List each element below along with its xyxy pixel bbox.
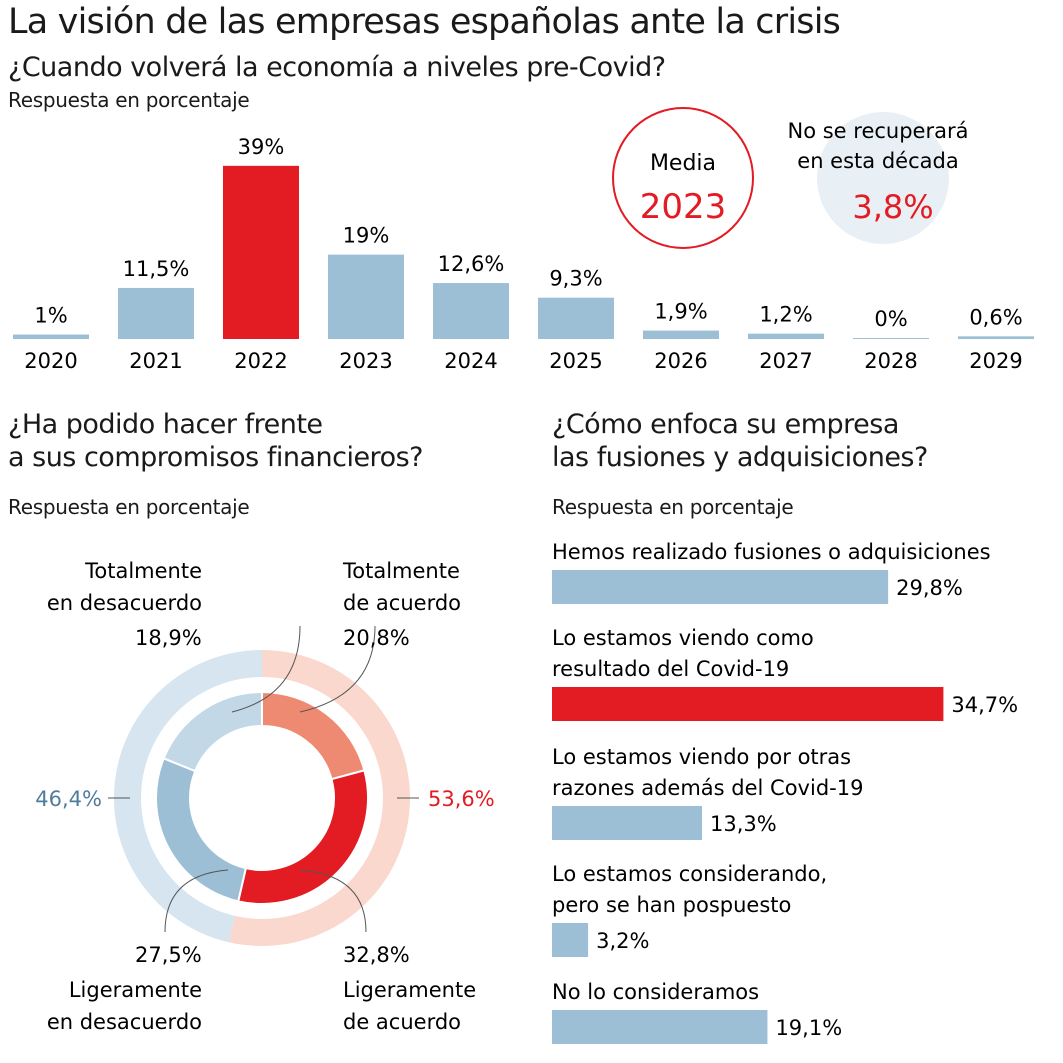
item-label-1: Lo estamos viendo como: [552, 626, 814, 650]
bar-value-label: 11,5%: [123, 257, 190, 281]
x-tick-label: 2020: [24, 349, 77, 373]
hbar: [552, 1010, 768, 1044]
bar-2028: [853, 338, 929, 339]
media-value: 2023: [640, 187, 727, 227]
bar-value-label: 12,6%: [438, 252, 505, 276]
x-tick-label: 2029: [969, 349, 1022, 373]
x-tick-label: 2028: [864, 349, 917, 373]
item-label-2: pero se han pospuesto: [552, 893, 791, 917]
year-bar-chart: Media 2023 No se recuperará en esta déca…: [13, 107, 1034, 373]
total-agree-label: 53,6%: [428, 787, 495, 811]
hbar: [552, 687, 944, 721]
leader-line: [231, 625, 301, 713]
page-title: La visión de las empresas españolas ante…: [8, 2, 841, 42]
chart3-subtitle: Respuesta en porcentaje: [552, 495, 794, 519]
x-tick-label: 2022: [234, 349, 287, 373]
slice-value-label: 27,5%: [135, 943, 202, 967]
hbar: [552, 570, 889, 604]
x-tick-label: 2027: [759, 349, 812, 373]
bar-2024: [433, 283, 509, 339]
norec-circle: [817, 112, 949, 244]
bar-value-label: 0,6%: [969, 305, 1022, 329]
bar-2027: [748, 333, 824, 339]
hbar-value-label: 34,7%: [951, 693, 1018, 717]
item-label-1: Lo estamos considerando,: [552, 862, 827, 886]
outer-ring-segment: [228, 650, 410, 946]
chart1-title: ¿Cuando volverá la economía a niveles pr…: [8, 52, 666, 83]
hbar: [552, 806, 703, 840]
donut-slice: [162, 690, 263, 773]
chart2-title-1: ¿Ha podido hacer frente: [8, 409, 323, 440]
media-label: Media: [650, 151, 716, 176]
chart2-title-2: a sus compromisos financieros?: [8, 442, 423, 473]
bar-2022: [223, 165, 299, 339]
bar-value-label: 1,2%: [759, 303, 812, 327]
chart3-title-2: las fusiones y adquisiciones?: [552, 442, 928, 473]
slice-name-2: en desacuerdo: [47, 1010, 202, 1034]
donut-slice: [237, 769, 369, 905]
hbar-value-label: 19,1%: [775, 1016, 842, 1040]
leader-line: [299, 625, 376, 713]
slice-value-label: 20,8%: [343, 626, 410, 650]
leader-line: [299, 869, 367, 933]
bar-2029: [958, 336, 1034, 339]
bar-value-label: 1,9%: [654, 300, 707, 324]
media-circle: [612, 107, 754, 249]
bar-value-label: 0%: [874, 307, 907, 331]
bar-2026: [643, 330, 719, 339]
slice-name-2: en desacuerdo: [47, 591, 202, 615]
item-label-2: resultado del Covid-19: [552, 657, 789, 681]
chart1-subtitle: Respuesta en porcentaje: [8, 88, 250, 112]
item-label-1: Lo estamos viendo por otras: [552, 745, 851, 769]
bar-2020: [13, 334, 89, 339]
donut-chart: Totalmente de acuerdo 20,8% Ligeramente de a…: [35, 559, 495, 1034]
slice-name-2: de acuerdo: [343, 591, 461, 615]
x-tick-label: 2024: [444, 349, 497, 373]
x-tick-label: 2026: [654, 349, 707, 373]
x-tick-label: 2023: [339, 349, 392, 373]
leader-line: [164, 869, 229, 933]
hbar-value-label: 29,8%: [896, 576, 963, 600]
slice-value-label: 18,9%: [135, 626, 202, 650]
slice-name-1: Totalmente: [84, 559, 202, 583]
item-label-1: No lo consideramos: [552, 980, 759, 1004]
bar-value-label: 19%: [343, 224, 390, 248]
slice-name-1: Ligeramente: [69, 978, 202, 1002]
slice-name-1: Ligeramente: [343, 978, 476, 1002]
total-disagree-label: 46,4%: [35, 787, 102, 811]
hbar-value-label: 13,3%: [710, 812, 777, 836]
item-label-2: razones además del Covid-19: [552, 776, 863, 800]
chart3-title-1: ¿Cómo enfoca su empresa: [552, 409, 899, 440]
bar-2023: [328, 254, 404, 339]
bar-2021: [118, 287, 194, 339]
norec-label-2: en esta década: [797, 149, 958, 173]
bar-2025: [538, 297, 614, 339]
x-tick-label: 2021: [129, 349, 182, 373]
chart2-subtitle: Respuesta en porcentaje: [8, 495, 250, 519]
item-label-1: Hemos realizado fusiones o adquisiciones: [552, 540, 991, 564]
hbar-chart: Hemos realizado fusiones o adquisiciones…: [552, 540, 1018, 1044]
bar-value-label: 9,3%: [549, 267, 602, 291]
norec-label-1: No se recuperará: [788, 119, 969, 143]
outer-ring-segment: [113, 650, 262, 943]
hbar: [552, 923, 589, 957]
bar-value-label: 1%: [34, 304, 67, 328]
slice-name-2: de acuerdo: [343, 1010, 461, 1034]
hbar-value-label: 3,2%: [596, 929, 649, 953]
slice-name-1: Totalmente: [342, 559, 460, 583]
slice-value-label: 32,8%: [343, 943, 410, 967]
bar-value-label: 39%: [238, 135, 285, 159]
x-tick-label: 2025: [549, 349, 602, 373]
norec-value: 3,8%: [852, 188, 933, 226]
